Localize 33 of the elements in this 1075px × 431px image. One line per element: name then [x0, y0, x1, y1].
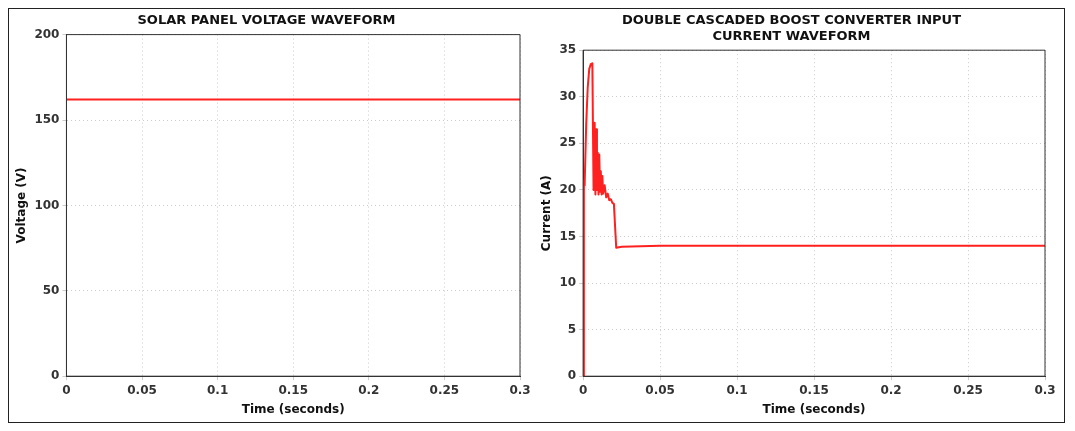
y-tick-label: 150	[34, 112, 60, 127]
y-axis-title: Voltage (V)	[14, 167, 29, 244]
chart-title: DOUBLE CASCADED BOOST CONVERTER INPUT CURRENT WAVEFORM	[621, 12, 962, 43]
x-tick-label: 0.2	[358, 382, 380, 397]
y-tick-label: 0	[567, 368, 577, 383]
y-tick-label: 5	[567, 321, 577, 336]
x-tick-label: 0.25	[429, 382, 460, 397]
x-tick-label: 0.3	[1034, 382, 1056, 397]
x-tick-label: 0.1	[207, 382, 229, 397]
y-axis-title: Current (A)	[539, 175, 554, 252]
x-tick-label: 0.3	[509, 382, 531, 397]
x-tick-label: 0.05	[127, 382, 157, 397]
y-tick-label: 35	[559, 42, 577, 57]
x-axis-title: Time (seconds)	[762, 401, 866, 416]
y-tick-label: 15	[559, 228, 577, 243]
y-tick-label: 50	[42, 282, 60, 297]
y-tick-label: 20	[559, 182, 577, 197]
chart-title: SOLAR PANEL VOLTAGE WAVEFORM	[137, 12, 396, 28]
y-tick-label: 100	[34, 197, 60, 212]
y-tick-label: 30	[559, 88, 577, 103]
x-tick-label: 0	[62, 382, 71, 397]
y-tick-label: 25	[559, 135, 577, 150]
x-tick-label: 0	[578, 382, 588, 397]
x-axis-title: Time (seconds)	[241, 401, 345, 416]
y-tick-label: 200	[34, 26, 60, 41]
y-tick-label: 10	[559, 275, 577, 290]
x-tick-label: 0.15	[278, 382, 309, 397]
x-tick-label: 0.2	[880, 382, 902, 397]
x-tick-label: 0.25	[953, 382, 983, 397]
x-tick-label: 0.15	[799, 382, 829, 397]
x-tick-label: 0.05	[645, 382, 675, 397]
x-tick-label: 0.1	[726, 382, 748, 397]
y-tick-label: 0	[51, 368, 60, 383]
